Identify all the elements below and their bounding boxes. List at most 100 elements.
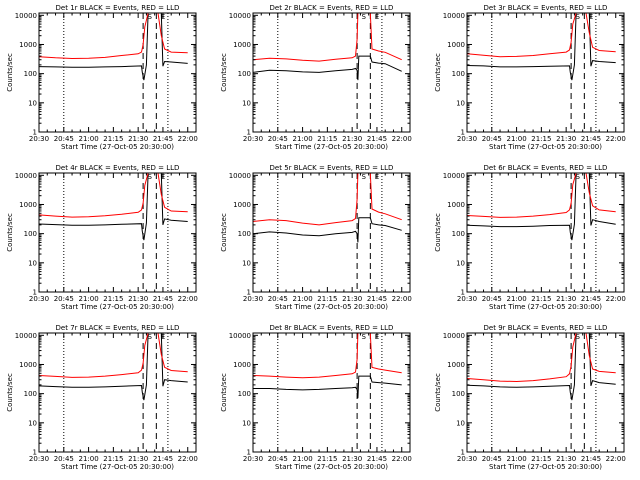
x-tick-label: 20:30 xyxy=(457,295,477,303)
y-tick-label: 100 xyxy=(452,70,465,78)
x-axis-label: Start Time (27-Oct-05 20:30:00) xyxy=(61,143,174,151)
y-tick-label: 100 xyxy=(452,390,465,398)
series-lld xyxy=(467,13,616,58)
y-tick-label: 1 xyxy=(247,289,251,297)
y-tick-label: 1 xyxy=(247,449,251,457)
series-events xyxy=(39,333,188,401)
x-tick-label: 21:15 xyxy=(317,295,337,303)
y-axis-label: Counts/sec xyxy=(6,213,14,252)
x-tick-label: 21:15 xyxy=(317,135,337,143)
x-tick-label: 21:30 xyxy=(556,295,576,303)
panel-title: Det 7r BLACK = Events, RED = LLD xyxy=(56,324,180,332)
x-axis-label: Start Time (27-Oct-05 20:30:00) xyxy=(61,303,174,311)
y-tick-label: 10 xyxy=(242,259,251,267)
x-tick-label: 20:45 xyxy=(482,295,502,303)
x-tick-label: 22:00 xyxy=(606,455,626,463)
marker-s: S xyxy=(361,173,366,181)
series-lld xyxy=(467,333,616,383)
x-axis-label: Start Time (27-Oct-05 20:30:00) xyxy=(489,463,602,471)
y-tick-label: 1000 xyxy=(19,41,37,49)
x-tick-label: 20:30 xyxy=(457,135,477,143)
y-tick-label: 1000 xyxy=(233,41,251,49)
x-tick-label: 21:00 xyxy=(292,455,312,463)
marker-s: S xyxy=(147,173,152,181)
x-tick-label: 21:30 xyxy=(342,455,362,463)
y-tick-label: 1000 xyxy=(19,201,37,209)
panel-det-8: Det 8r BLACK = Events, RED = LLDSE110100… xyxy=(220,324,412,471)
y-tick-label: 1000 xyxy=(447,201,465,209)
x-tick-label: 21:30 xyxy=(342,295,362,303)
marker-s: S xyxy=(147,13,152,21)
series-events xyxy=(253,217,402,243)
x-tick-label: 21:00 xyxy=(506,135,526,143)
axes-frame xyxy=(466,12,625,133)
x-tick-label: 21:45 xyxy=(367,135,387,143)
x-tick-label: 21:15 xyxy=(531,455,551,463)
x-tick-label: 22:00 xyxy=(178,455,198,463)
axes-frame xyxy=(466,172,625,293)
y-axis-label: Counts/sec xyxy=(6,53,14,92)
x-tick-label: 22:00 xyxy=(178,135,198,143)
panel-det-4: Det 4r BLACK = Events, RED = LLDSE110100… xyxy=(6,164,198,311)
series-events xyxy=(39,13,188,81)
y-tick-label: 1 xyxy=(461,289,465,297)
x-axis-label: Start Time (27-Oct-05 20:30:00) xyxy=(275,463,388,471)
x-tick-label: 21:15 xyxy=(103,455,123,463)
x-tick-label: 21:30 xyxy=(128,295,148,303)
panel-det-5: Det 5r BLACK = Events, RED = LLDSE110100… xyxy=(220,164,412,311)
x-tick-label: 20:45 xyxy=(268,135,288,143)
series-lld xyxy=(467,173,616,218)
panel-title: Det 6r BLACK = Events, RED = LLD xyxy=(484,164,608,172)
series-lld xyxy=(39,13,188,60)
x-tick-label: 20:30 xyxy=(29,455,49,463)
axes-frame xyxy=(252,332,411,453)
series-events xyxy=(253,55,402,81)
y-tick-label: 100 xyxy=(238,390,251,398)
y-tick-label: 100 xyxy=(24,70,37,78)
x-axis-label: Start Time (27-Oct-05 20:30:00) xyxy=(275,143,388,151)
y-axis-label: Counts/sec xyxy=(434,53,442,92)
axes-frame xyxy=(466,332,625,453)
y-tick-label: 10 xyxy=(456,419,465,427)
y-axis-label: Counts/sec xyxy=(220,373,228,412)
y-tick-label: 10000 xyxy=(443,172,465,180)
x-axis-label: Start Time (27-Oct-05 20:30:00) xyxy=(61,463,174,471)
y-tick-label: 10 xyxy=(456,99,465,107)
y-tick-label: 10000 xyxy=(443,12,465,20)
y-tick-label: 10 xyxy=(456,259,465,267)
y-tick-label: 1 xyxy=(33,129,37,137)
y-tick-label: 100 xyxy=(24,390,37,398)
y-tick-label: 1000 xyxy=(19,361,37,369)
x-tick-label: 22:00 xyxy=(392,295,412,303)
y-axis-label: Counts/sec xyxy=(220,213,228,252)
x-tick-label: 21:00 xyxy=(78,455,98,463)
panel-title: Det 2r BLACK = Events, RED = LLD xyxy=(270,4,394,12)
series-lld xyxy=(253,13,402,62)
axes-frame xyxy=(252,172,411,293)
series-lld xyxy=(253,173,402,226)
panel-title: Det 3r BLACK = Events, RED = LLD xyxy=(484,4,608,12)
x-tick-label: 21:00 xyxy=(78,135,98,143)
x-tick-label: 21:30 xyxy=(342,135,362,143)
panel-title: Det 4r BLACK = Events, RED = LLD xyxy=(56,164,180,172)
y-tick-label: 10000 xyxy=(15,332,37,340)
x-tick-label: 22:00 xyxy=(606,135,626,143)
x-tick-label: 20:45 xyxy=(268,295,288,303)
x-tick-label: 20:45 xyxy=(54,135,74,143)
x-tick-label: 20:30 xyxy=(243,295,263,303)
y-tick-label: 100 xyxy=(452,230,465,238)
series-events xyxy=(39,173,188,241)
x-tick-label: 21:00 xyxy=(292,295,312,303)
y-tick-label: 10000 xyxy=(15,172,37,180)
y-tick-label: 1 xyxy=(33,449,37,457)
y-axis-label: Counts/sec xyxy=(6,373,14,412)
y-tick-label: 100 xyxy=(238,230,251,238)
panel-title: Det 9r BLACK = Events, RED = LLD xyxy=(484,324,608,332)
y-tick-label: 10000 xyxy=(443,332,465,340)
y-tick-label: 10000 xyxy=(229,12,251,20)
y-tick-label: 100 xyxy=(238,70,251,78)
series-events xyxy=(253,375,402,399)
marker-s: S xyxy=(575,173,580,181)
x-tick-label: 22:00 xyxy=(178,295,198,303)
